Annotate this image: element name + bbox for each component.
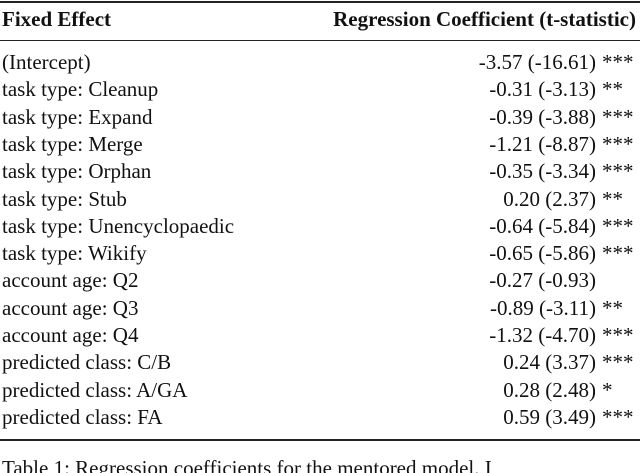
caption: Table 1: Regression coefficients for the… xyxy=(2,456,492,473)
significance-cell: * xyxy=(602,377,613,402)
coefficient-cell: -1.21 (-8.87) xyxy=(489,131,596,156)
significance-cell: ** xyxy=(602,186,623,211)
significance-cell: *** xyxy=(602,323,634,347)
effect-cell: task type: Expand xyxy=(2,104,153,129)
effect-cell: account age: Q3 xyxy=(2,295,139,320)
header-cell: Fixed Effect xyxy=(2,7,112,31)
effect-cell: task type: Cleanup xyxy=(2,77,159,102)
effect-cell: predicted class: C/B xyxy=(2,350,172,375)
significance-cell: *** xyxy=(602,213,634,238)
effect-cell: task type: Unencyclopaedic xyxy=(2,213,235,238)
effect-cell: (Intercept) xyxy=(2,50,91,74)
coefficient-cell: -0.64 (-5.84) xyxy=(489,213,596,238)
significance-cell: *** xyxy=(602,241,634,266)
significance-cell: *** xyxy=(602,159,634,184)
significance-cell: ** xyxy=(602,295,623,320)
coefficient-cell: 0.24 (3.37) xyxy=(503,350,596,375)
coefficient-cell: -0.27 (-0.93) xyxy=(489,268,596,293)
effect-cell: predicted class: A/GA xyxy=(2,377,188,402)
coefficient-cell: 0.28 (2.48) xyxy=(503,377,596,402)
effect-cell: task type: Orphan xyxy=(2,159,152,184)
header-cell: Regression Coefficient (t-statistic) xyxy=(333,7,636,31)
coefficient-cell: -0.35 (-3.34) xyxy=(489,159,596,184)
coefficient-cell: 0.59 (3.49) xyxy=(503,404,596,429)
significance-cell: *** xyxy=(602,50,634,74)
coefficient-cell: -0.39 (-3.88) xyxy=(489,104,596,129)
bottom-rule xyxy=(0,439,640,441)
significance-cell: ** xyxy=(602,77,623,102)
effect-cell: task type: Stub xyxy=(2,186,127,211)
coefficient-cell: -1.32 (-4.70) xyxy=(489,323,596,347)
effect-cell: account age: Q2 xyxy=(2,268,139,293)
effect-cell: task type: Wikify xyxy=(2,241,147,266)
coefficient-cell: 0.20 (2.37) xyxy=(503,186,596,211)
significance-cell: *** xyxy=(602,404,634,429)
header-rule xyxy=(0,40,640,41)
top-rule xyxy=(0,1,640,3)
significance-cell: *** xyxy=(602,104,634,129)
coefficient-cell: -3.57 (-16.61) xyxy=(478,50,596,74)
effect-cell: task type: Merge xyxy=(2,131,143,156)
effect-cell: predicted class: FA xyxy=(2,404,163,429)
significance-cell: *** xyxy=(602,131,634,156)
coefficient-cell: -0.31 (-3.13) xyxy=(489,77,596,102)
coefficient-cell: -0.89 (-3.11) xyxy=(490,295,596,320)
significance-cell: *** xyxy=(602,350,634,375)
effect-cell: account age: Q4 xyxy=(2,323,139,347)
coefficient-cell: -0.65 (-5.86) xyxy=(489,241,596,266)
